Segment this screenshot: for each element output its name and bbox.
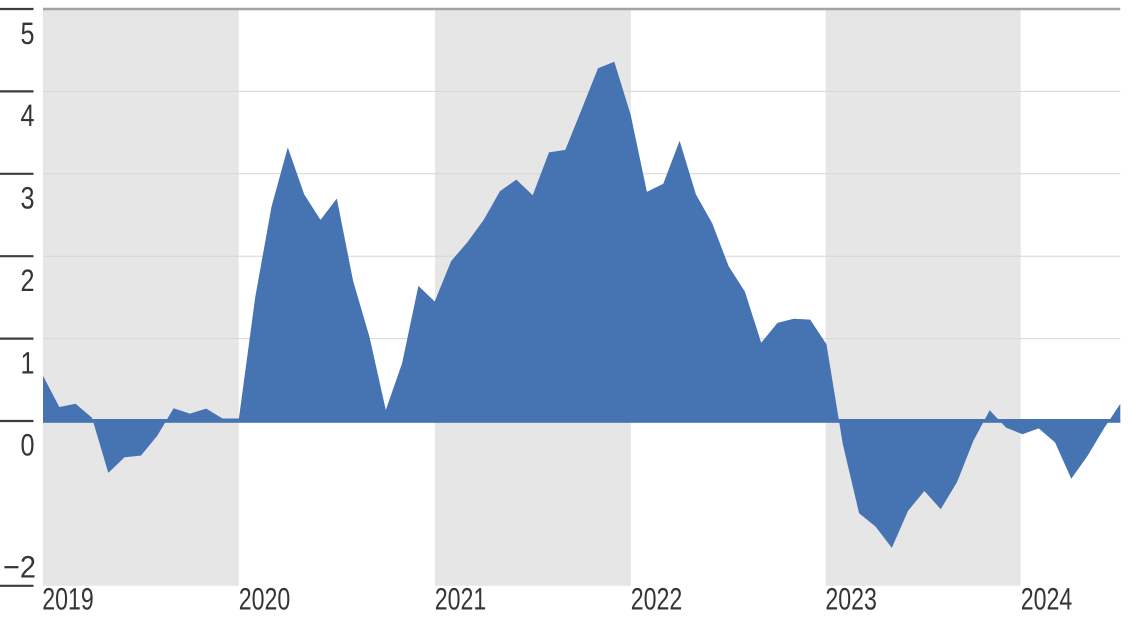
svg-text:3: 3 [21, 181, 35, 216]
svg-text:5: 5 [21, 16, 35, 51]
svg-text:2021: 2021 [435, 582, 487, 617]
svg-text:2019: 2019 [42, 582, 94, 617]
svg-text:0: 0 [21, 428, 35, 463]
svg-text:2023: 2023 [825, 582, 877, 617]
svg-text:2022: 2022 [631, 582, 683, 617]
svg-text:1: 1 [21, 345, 35, 380]
svg-text:−2: −2 [3, 549, 36, 584]
svg-text:2: 2 [21, 263, 35, 298]
svg-text:2024: 2024 [1021, 582, 1073, 617]
svg-text:4: 4 [21, 98, 35, 133]
svg-text:2020: 2020 [239, 582, 290, 617]
